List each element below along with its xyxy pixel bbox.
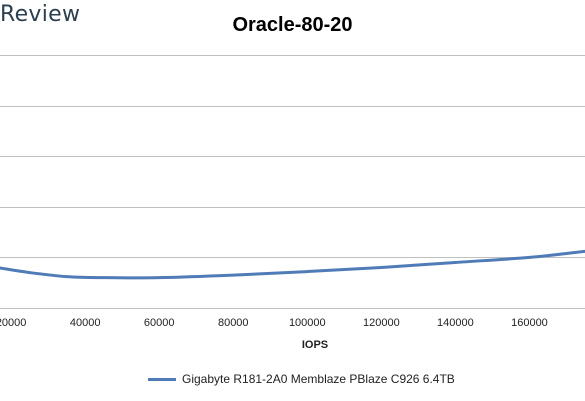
chart-title: Oracle-80-20 [232,14,353,36]
legend-swatch [148,377,176,381]
x-tick-label: 80000 [218,317,249,329]
series-group [0,249,585,280]
legend-label: Gigabyte R181-2A0 Memblaze PBlaze C926 6… [182,372,455,386]
brand-logo: Review [0,2,81,27]
x-axis-label: IOPS [302,339,328,351]
x-tick-label: 160000 [511,317,548,329]
x-axis-ticks: 20000 40000 60000 80000 100000 120000 140000 16… [0,317,548,329]
x-tick-label: 20000 [0,317,26,329]
x-tick-label: 40000 [70,317,101,329]
x-tick-label: 120000 [363,317,400,329]
gridlines [0,55,585,309]
x-tick-label: 140000 [437,317,474,329]
legend: Gigabyte R181-2A0 Memblaze PBlaze C926 6… [148,372,455,386]
x-tick-label: 100000 [289,317,326,329]
x-tick-label: 60000 [144,317,175,329]
series-line [0,249,585,280]
